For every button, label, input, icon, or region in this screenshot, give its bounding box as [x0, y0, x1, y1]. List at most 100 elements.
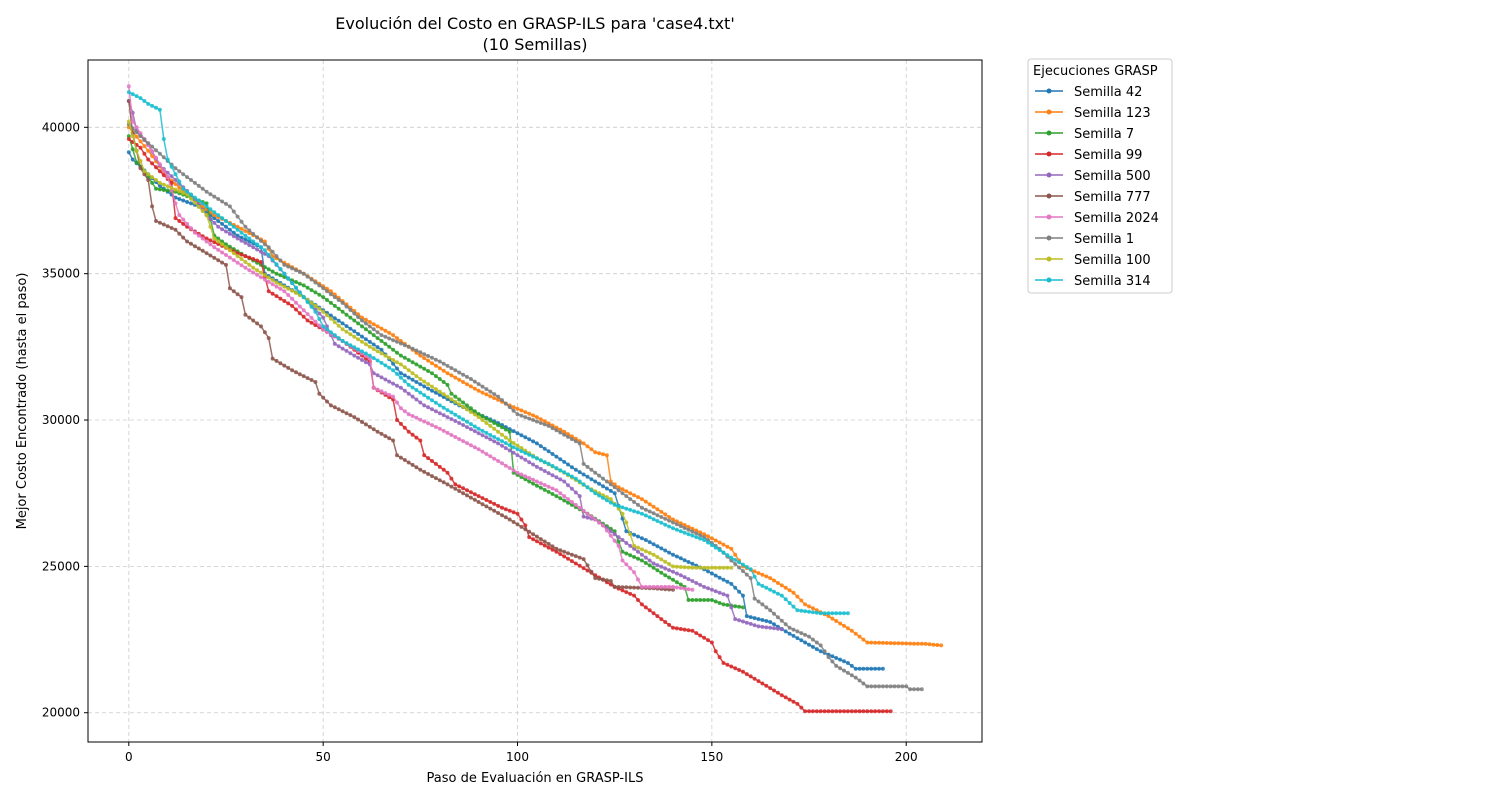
- data-point: [698, 533, 703, 538]
- data-point: [826, 611, 831, 616]
- data-point: [262, 330, 267, 335]
- data-point: [748, 674, 753, 679]
- data-point: [286, 365, 291, 370]
- data-point: [729, 664, 734, 669]
- data-point: [266, 279, 271, 284]
- data-point: [165, 157, 170, 162]
- data-point: [348, 413, 353, 418]
- data-point: [461, 372, 466, 377]
- data-point: [534, 419, 539, 424]
- data-point: [628, 566, 633, 571]
- data-point: [150, 180, 155, 185]
- data-point: [328, 289, 333, 294]
- legend-box: [1027, 58, 1173, 294]
- data-point: [573, 561, 578, 566]
- series-semilla-314: [126, 90, 850, 616]
- data-point: [834, 656, 839, 660]
- data-point: [189, 201, 193, 206]
- data-point: [523, 523, 528, 528]
- data-point: [138, 166, 143, 171]
- data-point: [608, 579, 613, 583]
- data-point: [445, 408, 450, 413]
- data-point: [593, 470, 598, 475]
- data-point: [332, 295, 337, 300]
- data-point: [566, 497, 570, 502]
- data-point: [146, 148, 151, 153]
- data-point: [484, 416, 489, 421]
- data-point: [192, 230, 197, 235]
- data-point: [694, 565, 699, 570]
- data-point: [682, 558, 687, 563]
- data-point: [500, 461, 504, 466]
- data-point: [441, 395, 446, 399]
- data-point: [142, 144, 147, 149]
- data-point: [344, 324, 349, 329]
- data-point: [620, 511, 625, 516]
- data-point: [810, 610, 815, 615]
- data-point: [433, 425, 438, 429]
- data-point: [177, 179, 182, 184]
- data-point: [305, 318, 310, 323]
- data-point: [737, 589, 742, 594]
- data-point: [465, 493, 469, 498]
- data-point: [336, 336, 341, 341]
- data-point: [480, 390, 485, 395]
- data-point: [165, 170, 170, 175]
- legend-swatch-marker: [1046, 109, 1052, 115]
- data-point: [694, 598, 699, 602]
- data-point: [531, 481, 536, 486]
- data-point: [472, 412, 477, 417]
- data-point: [810, 709, 815, 714]
- data-point: [457, 397, 462, 402]
- data-point: [402, 379, 407, 384]
- data-point: [717, 548, 722, 553]
- data-point: [702, 635, 707, 640]
- data-point: [554, 488, 559, 493]
- data-point: [371, 356, 376, 361]
- grid-lines: [88, 60, 982, 742]
- data-point: [496, 459, 501, 463]
- data-point: [441, 368, 446, 373]
- data-point: [562, 429, 567, 434]
- data-point: [725, 662, 730, 667]
- data-point: [235, 251, 240, 256]
- data-point: [896, 684, 901, 689]
- data-point: [243, 233, 248, 238]
- data-point: [608, 479, 613, 484]
- data-point: [313, 309, 318, 314]
- data-point: [130, 92, 135, 97]
- data-point: [725, 544, 730, 549]
- data-point: [130, 147, 135, 152]
- data-point: [208, 253, 213, 258]
- data-point: [441, 413, 446, 418]
- data-point: [624, 541, 629, 545]
- data-point: [422, 384, 427, 389]
- data-point: [468, 443, 473, 448]
- data-point: [597, 520, 602, 525]
- data-point: [686, 628, 691, 633]
- data-point: [500, 432, 504, 437]
- data-point: [562, 432, 567, 437]
- data-point: [729, 605, 734, 610]
- data-point: [721, 577, 726, 582]
- data-point: [266, 267, 271, 272]
- data-point: [379, 326, 384, 331]
- data-point: [772, 626, 776, 631]
- data-point: [200, 248, 205, 253]
- data-point: [290, 368, 295, 373]
- data-point: [531, 439, 536, 444]
- data-point: [931, 642, 936, 647]
- data-point: [842, 659, 846, 664]
- data-point: [243, 254, 248, 259]
- data-point: [266, 336, 271, 341]
- data-point: [783, 622, 788, 627]
- data-point: [192, 180, 197, 185]
- data-point: [181, 172, 186, 177]
- data-point: [196, 204, 201, 209]
- data-point: [457, 415, 462, 420]
- data-point: [430, 459, 434, 463]
- data-point: [270, 278, 275, 282]
- data-point: [227, 248, 232, 253]
- data-point: [799, 705, 804, 710]
- data-point: [445, 470, 450, 475]
